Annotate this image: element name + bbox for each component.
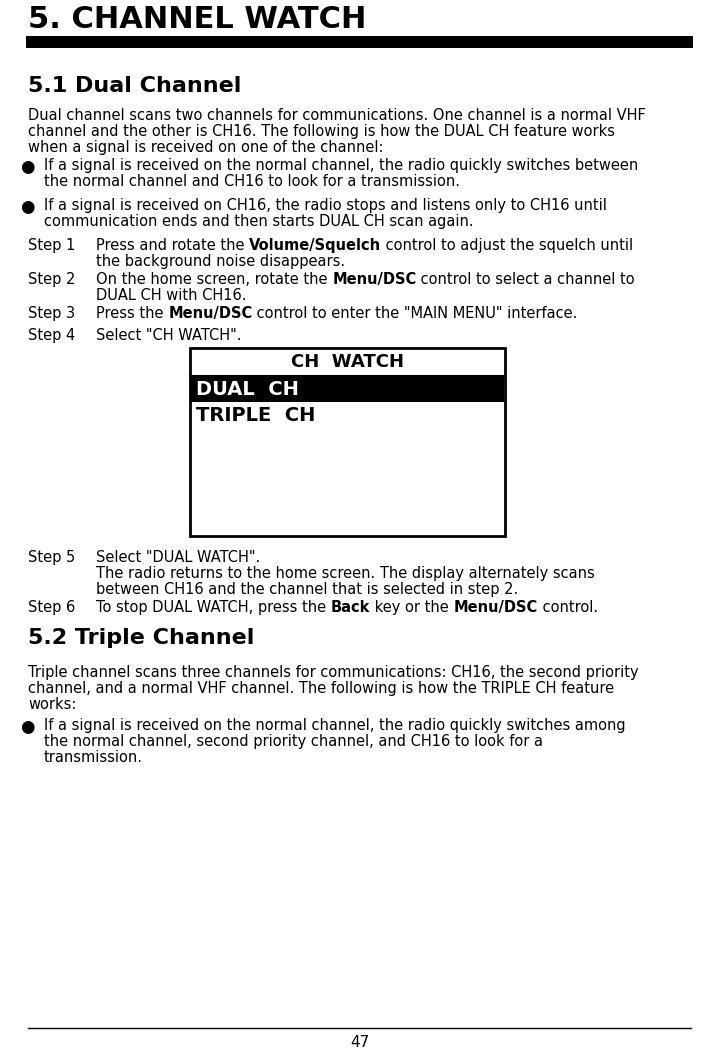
Text: communication ends and then starts DUAL CH scan again.: communication ends and then starts DUAL … (44, 214, 474, 229)
Text: If a signal is received on the normal channel, the radio quickly switches betwee: If a signal is received on the normal ch… (44, 158, 638, 173)
Text: Step 1: Step 1 (28, 238, 75, 253)
Bar (190, 348, 505, 536)
Text: channel and the other is CH16. The following is how the DUAL CH feature works: channel and the other is CH16. The follo… (28, 124, 615, 139)
Text: Select "DUAL WATCH".: Select "DUAL WATCH". (96, 550, 260, 565)
Text: ●: ● (20, 158, 35, 176)
Text: If a signal is received on the normal channel, the radio quickly switches among: If a signal is received on the normal ch… (44, 718, 626, 734)
Text: 5.1 Dual Channel: 5.1 Dual Channel (28, 76, 242, 96)
Text: TRIPLE  CH: TRIPLE CH (196, 406, 316, 425)
Bar (26, 36, 693, 48)
Text: Step 2: Step 2 (28, 272, 75, 287)
Text: On the home screen, rotate the: On the home screen, rotate the (96, 272, 332, 287)
Text: Step 5: Step 5 (28, 550, 75, 565)
Text: Back: Back (331, 600, 370, 615)
Text: CH  WATCH: CH WATCH (291, 353, 404, 371)
Text: key or the: key or the (370, 600, 454, 615)
Text: works:: works: (28, 697, 76, 712)
Text: control to enter the "MAIN MENU" interface.: control to enter the "MAIN MENU" interfa… (252, 306, 578, 321)
Text: DUAL  CH: DUAL CH (196, 379, 299, 399)
Text: ●: ● (20, 198, 35, 216)
Text: Press and rotate the: Press and rotate the (96, 238, 249, 253)
Text: 5. CHANNEL WATCH: 5. CHANNEL WATCH (28, 5, 367, 34)
Text: Menu/DSC: Menu/DSC (332, 272, 416, 287)
Text: The radio returns to the home screen. The display alternately scans: The radio returns to the home screen. Th… (96, 566, 595, 581)
Text: control.: control. (538, 600, 598, 615)
Text: between CH16 and the channel that is selected in step 2.: between CH16 and the channel that is sel… (96, 582, 518, 597)
Text: control to select a channel to: control to select a channel to (416, 272, 635, 287)
Bar (191, 376, 504, 402)
Text: ●: ● (20, 718, 35, 736)
Text: 47: 47 (350, 1035, 369, 1050)
Text: Step 4: Step 4 (28, 328, 75, 343)
Text: Press the: Press the (96, 306, 168, 321)
Text: To stop DUAL WATCH, press the: To stop DUAL WATCH, press the (96, 600, 331, 615)
Text: Menu/DSC: Menu/DSC (168, 306, 252, 321)
Text: Step 6: Step 6 (28, 600, 75, 615)
Text: If a signal is received on CH16, the radio stops and listens only to CH16 until: If a signal is received on CH16, the rad… (44, 198, 607, 213)
Text: Dual channel scans two channels for communications. One channel is a normal VHF: Dual channel scans two channels for comm… (28, 108, 646, 123)
Text: Triple channel scans three channels for communications: CH16, the second priorit: Triple channel scans three channels for … (28, 665, 638, 681)
Text: control to adjust the squelch until: control to adjust the squelch until (381, 238, 633, 253)
Text: when a signal is received on one of the channel:: when a signal is received on one of the … (28, 140, 383, 155)
Text: 5.2 Triple Channel: 5.2 Triple Channel (28, 628, 255, 648)
Text: channel, and a normal VHF channel. The following is how the TRIPLE CH feature: channel, and a normal VHF channel. The f… (28, 681, 614, 696)
Text: Menu/DSC: Menu/DSC (454, 600, 538, 615)
Text: Select "CH WATCH".: Select "CH WATCH". (96, 328, 242, 343)
Text: Step 3: Step 3 (28, 306, 75, 321)
Text: transmission.: transmission. (44, 750, 143, 765)
Text: the normal channel and CH16 to look for a transmission.: the normal channel and CH16 to look for … (44, 174, 460, 189)
Text: Volume/Squelch: Volume/Squelch (249, 238, 381, 253)
Text: the normal channel, second priority channel, and CH16 to look for a: the normal channel, second priority chan… (44, 734, 543, 749)
Text: the background noise disappears.: the background noise disappears. (96, 254, 345, 269)
Text: DUAL CH with CH16.: DUAL CH with CH16. (96, 288, 247, 303)
